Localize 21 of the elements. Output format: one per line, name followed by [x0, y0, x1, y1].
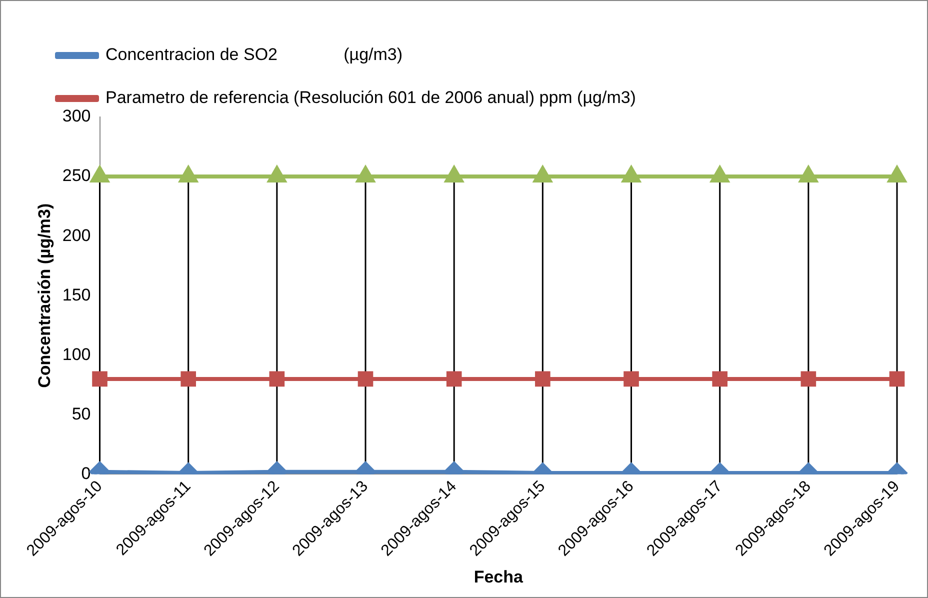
point	[799, 166, 818, 183]
point	[356, 166, 374, 183]
point	[445, 166, 464, 183]
y-tick-label: 200	[62, 226, 91, 245]
point	[534, 166, 552, 183]
y-tick-label: 250	[62, 166, 91, 186]
x-axis-title: Fecha	[474, 567, 524, 586]
y-tick-label: 0	[81, 464, 91, 483]
y-tick-label: 100	[62, 344, 91, 364]
point	[90, 166, 109, 183]
point	[268, 166, 286, 183]
point	[710, 166, 729, 183]
y-tick-label: 150	[62, 285, 91, 304]
y-tick-label: 300	[62, 106, 91, 126]
point	[179, 166, 198, 183]
point	[888, 166, 906, 183]
y-axis-title: Concentración (µg/m3)	[34, 203, 54, 388]
legend-label: Parametro de referencia (Resolución 601 de 2006 anual) ppm (µg/m3)	[106, 88, 636, 108]
point	[622, 166, 640, 183]
y-tick-label: 50	[72, 404, 91, 424]
legend-label: Concentracion de SO2 (µg/m3)	[106, 45, 403, 64]
